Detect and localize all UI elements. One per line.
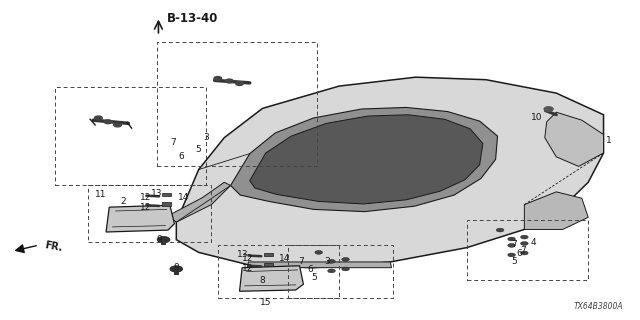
Bar — [163, 202, 172, 205]
Bar — [264, 253, 273, 256]
Circle shape — [95, 116, 102, 120]
Text: 2: 2 — [121, 197, 126, 206]
Text: 8: 8 — [259, 276, 265, 285]
Text: 12: 12 — [242, 264, 253, 273]
Circle shape — [520, 242, 528, 245]
Circle shape — [508, 237, 515, 241]
Circle shape — [342, 258, 349, 261]
Circle shape — [508, 253, 515, 257]
Circle shape — [315, 251, 323, 254]
Text: 15: 15 — [260, 298, 271, 307]
Circle shape — [214, 76, 221, 80]
Circle shape — [225, 79, 233, 83]
Text: 3: 3 — [204, 133, 209, 142]
Circle shape — [170, 266, 182, 272]
Text: 7: 7 — [298, 258, 304, 267]
Text: 6: 6 — [516, 250, 522, 259]
Text: 7: 7 — [511, 240, 517, 249]
Text: 5: 5 — [195, 145, 200, 154]
Circle shape — [520, 235, 528, 239]
Text: 1: 1 — [606, 136, 612, 145]
Bar — [88, 186, 211, 242]
Text: 11: 11 — [95, 190, 107, 199]
Bar — [161, 242, 166, 245]
Circle shape — [157, 236, 170, 243]
Bar — [55, 87, 206, 185]
Text: FR.: FR. — [44, 241, 63, 253]
Polygon shape — [247, 262, 392, 268]
Circle shape — [508, 244, 515, 247]
Bar — [264, 263, 273, 266]
Text: 9: 9 — [173, 262, 179, 272]
Circle shape — [328, 269, 335, 273]
Text: 13: 13 — [151, 189, 163, 198]
Text: 14: 14 — [178, 193, 189, 202]
Polygon shape — [176, 77, 604, 268]
Polygon shape — [230, 108, 497, 212]
Text: 5: 5 — [311, 273, 317, 282]
Polygon shape — [239, 266, 303, 291]
Text: 6: 6 — [178, 152, 184, 161]
Polygon shape — [168, 182, 230, 222]
Text: 7: 7 — [520, 246, 526, 255]
Circle shape — [328, 260, 335, 263]
Circle shape — [520, 251, 528, 255]
Text: 6: 6 — [307, 265, 313, 275]
Bar — [173, 271, 179, 275]
Text: 7: 7 — [171, 138, 176, 147]
Polygon shape — [545, 112, 604, 166]
Polygon shape — [250, 115, 483, 204]
Text: 12: 12 — [242, 254, 253, 263]
Text: 5: 5 — [511, 258, 517, 267]
Text: 4: 4 — [531, 238, 536, 247]
Circle shape — [496, 228, 504, 232]
Polygon shape — [106, 205, 174, 232]
Bar — [218, 245, 339, 298]
Text: 9: 9 — [156, 235, 162, 244]
Text: 3: 3 — [324, 258, 330, 267]
Circle shape — [114, 123, 122, 127]
Text: 14: 14 — [278, 254, 290, 263]
Bar — [467, 220, 588, 280]
Bar — [157, 42, 317, 166]
Bar — [163, 193, 172, 196]
Circle shape — [236, 82, 243, 85]
Text: TX64B3800A: TX64B3800A — [573, 302, 623, 311]
Bar — [288, 245, 393, 298]
Circle shape — [104, 120, 112, 124]
Polygon shape — [524, 192, 588, 229]
Text: 10: 10 — [531, 114, 542, 123]
Text: 12: 12 — [140, 203, 151, 212]
Text: 13: 13 — [237, 251, 248, 260]
Circle shape — [544, 107, 553, 111]
Circle shape — [342, 267, 349, 271]
Text: B-13-40: B-13-40 — [167, 12, 218, 25]
Text: 12: 12 — [140, 193, 151, 202]
